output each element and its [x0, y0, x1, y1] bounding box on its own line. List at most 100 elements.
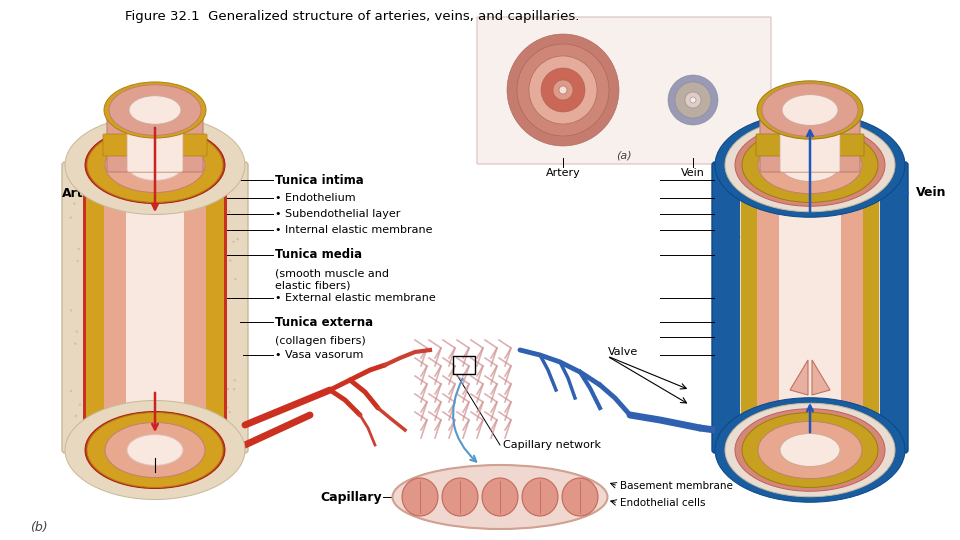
Circle shape [130, 205, 132, 207]
Circle shape [741, 383, 744, 386]
Circle shape [108, 194, 110, 197]
Ellipse shape [65, 116, 245, 214]
Circle shape [198, 322, 201, 325]
Circle shape [750, 205, 752, 207]
Circle shape [185, 291, 187, 293]
Circle shape [154, 254, 156, 256]
Circle shape [226, 406, 228, 409]
FancyBboxPatch shape [103, 134, 207, 156]
Text: • Subendothelial layer: • Subendothelial layer [275, 209, 400, 219]
Ellipse shape [402, 478, 438, 516]
Circle shape [767, 409, 770, 411]
Circle shape [798, 359, 800, 362]
Ellipse shape [762, 84, 858, 137]
Circle shape [118, 271, 121, 273]
Circle shape [863, 238, 866, 240]
Circle shape [761, 320, 763, 322]
Circle shape [220, 381, 222, 383]
Circle shape [751, 333, 754, 335]
Text: Tunica externa: Tunica externa [275, 315, 373, 328]
Circle shape [776, 195, 778, 198]
Circle shape [228, 411, 231, 413]
Circle shape [816, 194, 818, 197]
Circle shape [236, 238, 239, 240]
Circle shape [74, 342, 77, 345]
Circle shape [762, 204, 765, 207]
FancyBboxPatch shape [742, 164, 878, 451]
Polygon shape [812, 360, 830, 395]
Circle shape [121, 200, 123, 202]
Circle shape [788, 305, 791, 307]
Circle shape [835, 226, 837, 229]
Circle shape [122, 308, 125, 311]
Circle shape [190, 237, 192, 239]
Circle shape [124, 372, 127, 374]
Circle shape [840, 245, 843, 247]
Circle shape [89, 264, 91, 266]
Circle shape [233, 379, 236, 382]
Circle shape [142, 251, 145, 253]
Circle shape [73, 202, 76, 205]
Ellipse shape [758, 421, 862, 478]
Circle shape [780, 202, 783, 205]
Circle shape [880, 212, 882, 214]
Circle shape [189, 367, 191, 369]
FancyBboxPatch shape [712, 162, 908, 453]
Circle shape [748, 233, 751, 235]
Circle shape [123, 223, 126, 226]
Circle shape [553, 80, 573, 100]
FancyBboxPatch shape [107, 108, 203, 172]
Circle shape [775, 384, 777, 386]
Circle shape [177, 316, 179, 318]
FancyBboxPatch shape [779, 164, 841, 451]
Circle shape [80, 426, 83, 428]
Circle shape [70, 309, 72, 312]
Text: (smooth muscle and
elastic fibers): (smooth muscle and elastic fibers) [275, 269, 389, 291]
Circle shape [863, 409, 865, 411]
Circle shape [89, 363, 91, 365]
Circle shape [756, 291, 759, 294]
Circle shape [768, 421, 770, 423]
Ellipse shape [105, 138, 205, 192]
Circle shape [223, 240, 226, 242]
Circle shape [170, 186, 172, 188]
Bar [880, 165, 905, 450]
Circle shape [507, 34, 619, 146]
Ellipse shape [105, 422, 205, 477]
Circle shape [890, 185, 893, 188]
FancyBboxPatch shape [741, 164, 879, 451]
Circle shape [234, 278, 236, 280]
Ellipse shape [393, 465, 608, 529]
Circle shape [765, 185, 767, 188]
Circle shape [77, 260, 79, 262]
Circle shape [161, 223, 164, 225]
Circle shape [229, 259, 231, 262]
Circle shape [173, 211, 176, 213]
Text: Figure 32.1  Generalized structure of arteries, veins, and capillaries.: Figure 32.1 Generalized structure of art… [125, 10, 580, 23]
Text: • Endothelium: • Endothelium [275, 193, 355, 203]
Circle shape [221, 341, 223, 343]
Circle shape [685, 92, 701, 108]
FancyBboxPatch shape [780, 108, 840, 172]
Circle shape [102, 365, 105, 368]
Text: (collagen fibers): (collagen fibers) [275, 336, 366, 346]
Circle shape [171, 418, 173, 421]
Circle shape [887, 312, 890, 315]
FancyBboxPatch shape [62, 162, 248, 453]
Circle shape [192, 411, 195, 414]
Circle shape [848, 224, 851, 226]
Circle shape [127, 204, 130, 206]
Circle shape [828, 405, 830, 407]
Circle shape [93, 387, 95, 389]
Circle shape [777, 360, 779, 362]
Circle shape [757, 282, 759, 284]
Circle shape [173, 307, 175, 309]
Text: Basement membrane: Basement membrane [620, 481, 732, 491]
Circle shape [875, 319, 877, 321]
Circle shape [828, 244, 830, 246]
Circle shape [84, 395, 86, 397]
Circle shape [103, 310, 106, 313]
Circle shape [776, 421, 778, 423]
Text: Artery: Artery [545, 168, 581, 178]
Circle shape [200, 193, 203, 196]
